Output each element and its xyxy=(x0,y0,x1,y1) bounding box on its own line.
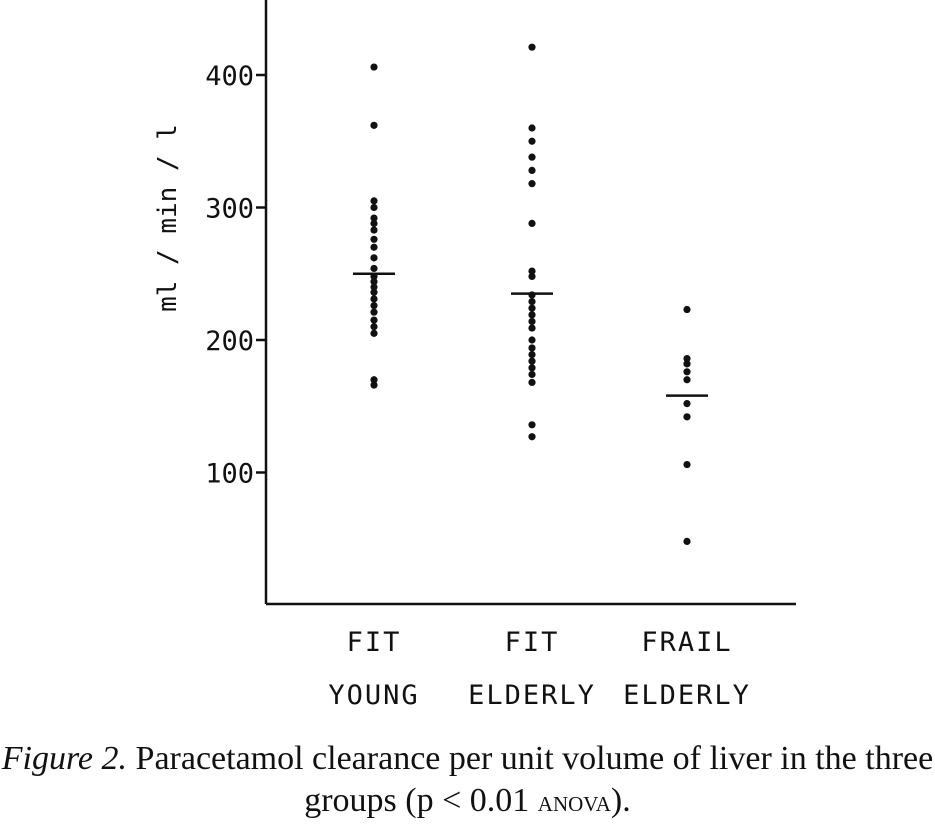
data-point xyxy=(683,537,691,546)
data-point xyxy=(528,43,536,51)
y-tick-label: 300 xyxy=(205,194,254,225)
data-point xyxy=(370,219,378,227)
category-labels: FIT YOUNG FIT ELDERLY FRAIL ELDERLY xyxy=(328,627,751,711)
data-point xyxy=(528,370,536,379)
caption-text: Paracetamol clearance per unit volume of… xyxy=(127,740,934,819)
y-tick-label: 100 xyxy=(205,459,254,490)
x-category-label: ELDERLY xyxy=(623,680,751,711)
y-tick-label: 400 xyxy=(205,61,254,92)
caption-test-name: anova xyxy=(537,785,611,818)
data-point xyxy=(528,433,536,441)
chart: 100 200 300 400 ml / min / l FIT YOUNG FIT ELD… xyxy=(153,0,796,711)
data-point xyxy=(370,197,378,205)
data-point xyxy=(683,460,691,469)
data-point xyxy=(528,350,536,359)
data-point xyxy=(528,324,536,332)
data-point xyxy=(683,376,691,384)
data-point xyxy=(683,354,691,363)
data-point xyxy=(370,295,378,303)
data-point xyxy=(683,413,691,421)
x-category-label: FIT xyxy=(347,627,402,658)
data-point xyxy=(370,214,378,222)
axes xyxy=(264,0,796,606)
data-point xyxy=(683,305,691,314)
data-point xyxy=(370,254,378,262)
x-category-label: YOUNG xyxy=(328,680,419,711)
data-point xyxy=(528,137,536,145)
data-point xyxy=(528,297,536,306)
data-point xyxy=(528,357,536,365)
data-point xyxy=(370,329,378,337)
data-point xyxy=(370,308,378,316)
y-axis-label: ml / min / l xyxy=(153,124,183,312)
data-point xyxy=(370,376,378,384)
data-point xyxy=(370,278,378,286)
data-point xyxy=(528,166,536,174)
figure-label: Figure 2. xyxy=(1,740,128,777)
data-point xyxy=(370,226,378,234)
data-point xyxy=(528,317,536,326)
data-point xyxy=(370,203,378,212)
data-point xyxy=(528,311,536,319)
x-category-label: FIT xyxy=(505,627,560,658)
x-category-label: FRAIL xyxy=(641,627,732,658)
data-point xyxy=(370,288,378,296)
data-point xyxy=(370,323,378,331)
data-point xyxy=(528,336,536,344)
data-point xyxy=(528,378,536,386)
data-point xyxy=(528,364,536,372)
data-point xyxy=(370,121,378,129)
y-tick-label: 200 xyxy=(205,326,254,357)
data-point xyxy=(528,272,536,280)
data-point xyxy=(683,360,691,368)
mean-lines xyxy=(353,272,708,397)
data-point xyxy=(528,153,536,161)
data-point xyxy=(683,400,691,408)
data-point xyxy=(528,124,536,132)
data-point xyxy=(528,219,536,227)
y-ticks: 100 200 300 400 xyxy=(205,61,266,490)
figure-caption: Figure 2. Paracetamol clearance per unit… xyxy=(0,738,935,823)
data-point xyxy=(528,304,536,312)
data-point xyxy=(528,180,536,188)
data-point xyxy=(370,316,378,324)
data-point xyxy=(370,264,378,273)
data-point xyxy=(370,63,378,71)
data-point xyxy=(528,344,536,352)
data-point xyxy=(370,235,378,243)
data-point xyxy=(370,283,378,291)
caption-text-end: ). xyxy=(610,782,631,819)
data-point xyxy=(370,301,378,310)
data-point xyxy=(683,368,691,376)
data-point xyxy=(528,267,536,275)
y-axis-label-group: ml / min / l xyxy=(153,124,183,312)
x-category-label: ELDERLY xyxy=(468,680,596,711)
data-point xyxy=(370,243,378,251)
data-point xyxy=(528,421,536,429)
data-point xyxy=(370,381,378,389)
